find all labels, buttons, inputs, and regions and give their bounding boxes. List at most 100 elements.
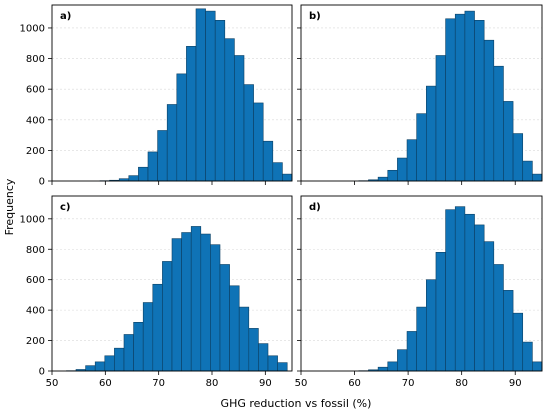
- histogram-bar: [387, 361, 398, 372]
- histogram-bar: [157, 130, 168, 182]
- x-tick-label: 50: [295, 378, 308, 389]
- histogram-bar: [445, 209, 456, 372]
- histogram-bar: [94, 361, 106, 372]
- histogram-bar: [238, 306, 250, 372]
- x-tick-label: 70: [402, 378, 415, 389]
- histogram-bar: [512, 312, 524, 372]
- histogram-bar: [435, 55, 446, 182]
- histogram-bar: [186, 46, 197, 182]
- histogram-bar: [219, 264, 230, 372]
- histogram-bar: [171, 238, 182, 372]
- histogram-bar: [522, 341, 533, 372]
- panel-label: a): [60, 11, 71, 22]
- histogram-bar: [104, 355, 115, 372]
- x-tick-label: 90: [259, 378, 272, 389]
- histogram-bar: [224, 38, 235, 182]
- histogram-bar: [445, 18, 456, 182]
- y-tick-label: 1000: [20, 214, 45, 225]
- histogram-bar: [133, 322, 144, 372]
- panel-label: c): [60, 202, 71, 213]
- y-tick-label: 1000: [20, 23, 45, 34]
- histogram-bar: [176, 73, 187, 182]
- y-tick-label: 400: [26, 115, 45, 126]
- axes-frame: [300, 195, 543, 372]
- histogram-bar: [195, 8, 206, 182]
- histogram-bar: [522, 160, 533, 182]
- histogram-bar: [503, 290, 514, 372]
- x-tick-label: 50: [46, 378, 59, 389]
- histogram-bar: [282, 173, 293, 182]
- y-axis-title: Frequency: [3, 178, 16, 235]
- histogram-bar: [214, 20, 226, 182]
- histogram-bar: [253, 102, 264, 182]
- x-tick-label: 80: [206, 378, 219, 389]
- histogram-bar: [387, 169, 398, 182]
- histogram-bar: [377, 366, 389, 372]
- histogram-bar: [190, 226, 202, 372]
- histogram-bar: [181, 232, 192, 372]
- histogram-panel: 50 60 70 80 90 0 200 400 600 800 1000 c): [20, 195, 293, 389]
- histogram-bar: [464, 10, 475, 182]
- x-tick-label: 60: [348, 378, 361, 389]
- histogram-bar: [406, 139, 417, 182]
- histogram-panel: 0 200 400 600 800 1000 a): [20, 4, 293, 188]
- histogram-bar: [123, 334, 134, 372]
- histogram-bar: [454, 13, 466, 182]
- x-tick-label: 60: [99, 378, 112, 389]
- histogram-panel: b): [297, 4, 543, 185]
- histogram-bar: [128, 175, 139, 182]
- histogram-bar: [166, 104, 178, 182]
- histogram-bar: [416, 113, 427, 182]
- histogram-bar: [483, 39, 495, 182]
- x-tick-label: 80: [455, 378, 468, 389]
- histogram-bar: [229, 285, 240, 372]
- x-tick-label: 90: [509, 378, 522, 389]
- histogram-bar: [258, 343, 269, 372]
- histogram-bar: [85, 365, 96, 372]
- histogram-bar: [138, 166, 149, 182]
- histogram-bar: [483, 241, 495, 372]
- panel-label: b): [309, 11, 321, 22]
- histogram-bar: [114, 347, 125, 372]
- histogram-bar: [454, 206, 466, 372]
- histogram-bar: [474, 224, 485, 372]
- y-tick-label: 800: [26, 245, 45, 256]
- histogram-bar: [205, 10, 216, 182]
- histogram-bar: [426, 279, 437, 372]
- histogram-bar: [142, 302, 154, 372]
- histogram-bar: [243, 84, 254, 182]
- histogram-bar: [377, 176, 389, 182]
- axes-frame: [300, 4, 543, 182]
- axes-frame: [51, 195, 293, 372]
- axes-frame: [51, 4, 293, 182]
- y-tick-label: 400: [26, 306, 45, 317]
- histogram-bar: [272, 162, 283, 182]
- histogram-bar: [147, 151, 158, 182]
- histogram-bar: [493, 65, 504, 182]
- histogram-bar: [532, 361, 543, 372]
- y-tick-label: 0: [39, 367, 45, 378]
- histogram-bar: [210, 244, 221, 372]
- histogram-bar: [426, 85, 437, 182]
- y-tick-label: 200: [26, 146, 45, 157]
- histogram-bar: [234, 55, 245, 182]
- histogram-bar: [200, 233, 211, 372]
- panel-grid: 0 200 400 600 800 1000 a) b) 50 60 70 80 90 0 200 400 60…: [20, 4, 543, 389]
- y-tick-label: 0: [39, 177, 45, 188]
- histogram-bar: [152, 283, 163, 372]
- histogram-panel: 50 60 70 80 90 d): [295, 195, 543, 389]
- y-tick-label: 600: [26, 275, 45, 286]
- x-axis-title: GHG reduction vs fossil (%): [221, 397, 372, 410]
- histogram-bar: [474, 20, 485, 182]
- histogram-bar: [397, 349, 408, 372]
- histogram-bar: [503, 101, 514, 182]
- histogram-bar: [512, 133, 524, 182]
- panel-label: d): [309, 202, 321, 213]
- histogram-bar: [248, 328, 259, 372]
- histogram-bar: [532, 173, 543, 182]
- histogram-bar: [262, 140, 274, 182]
- histogram-bar: [162, 261, 173, 372]
- histogram-bar: [406, 331, 417, 372]
- histogram-bar: [493, 264, 504, 372]
